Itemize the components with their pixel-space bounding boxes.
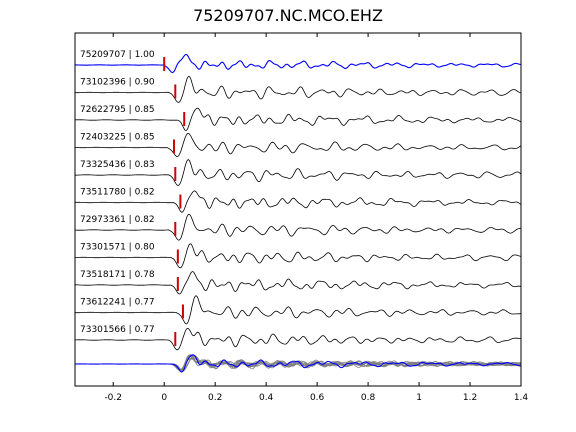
trace-line [75, 159, 522, 186]
stack-trace-line [75, 354, 522, 371]
trace-line [75, 107, 522, 131]
trace-label: 73301571 | 0.80 [80, 243, 155, 253]
trace-label: 73102396 | 0.90 [80, 78, 155, 88]
trace-line [75, 243, 522, 269]
x-tick-label: 0.6 [310, 393, 325, 403]
x-tick-label: 0.8 [361, 393, 376, 403]
trace-label: 72973361 | 0.82 [80, 215, 155, 225]
trace-line [75, 327, 522, 351]
trace-line [75, 75, 522, 103]
axes-frame [74, 32, 522, 387]
x-axis: -0.2 0 0.2 0.4 0.6 0.8 1 1.2 1.4 [104, 33, 528, 403]
page-title: 75209707.NC.MCO.EHZ [193, 6, 383, 25]
x-tick-label: 0.2 [208, 393, 222, 403]
trace-line [75, 213, 522, 241]
trace-line [75, 53, 521, 74]
x-tick-label: 1 [416, 393, 422, 403]
stack-group [75, 354, 522, 373]
trace-line [74, 132, 522, 157]
trace-line [75, 271, 521, 295]
trace-label: 72403225 | 0.85 [80, 133, 155, 143]
stack-trace-line [75, 354, 521, 373]
trace-label: 73511780 | 0.82 [80, 188, 155, 198]
traces-group [74, 53, 522, 351]
trace-label: 75209707 | 1.00 [80, 50, 155, 60]
trace-label: 72622795 | 0.85 [80, 105, 155, 115]
x-tick-label: 0.4 [259, 393, 274, 403]
trace-label: 73325436 | 0.83 [80, 160, 155, 170]
trace-line [75, 190, 522, 213]
trace-label: 73518171 | 0.78 [80, 270, 155, 280]
trace-label: 73612241 | 0.77 [80, 298, 155, 308]
x-tick-label: 1.4 [514, 393, 529, 403]
trace-labels-group: 75209707 | 1.00 73102396 | 0.90 72622795 |… [80, 50, 155, 335]
pick-markers-group [163, 57, 186, 346]
x-tick-label: 1.2 [463, 393, 477, 403]
x-tick-label: 0 [161, 393, 167, 403]
trace-label: 73301566 | 0.77 [80, 325, 155, 335]
x-tick-label: -0.2 [104, 393, 122, 403]
trace-line [75, 295, 522, 325]
